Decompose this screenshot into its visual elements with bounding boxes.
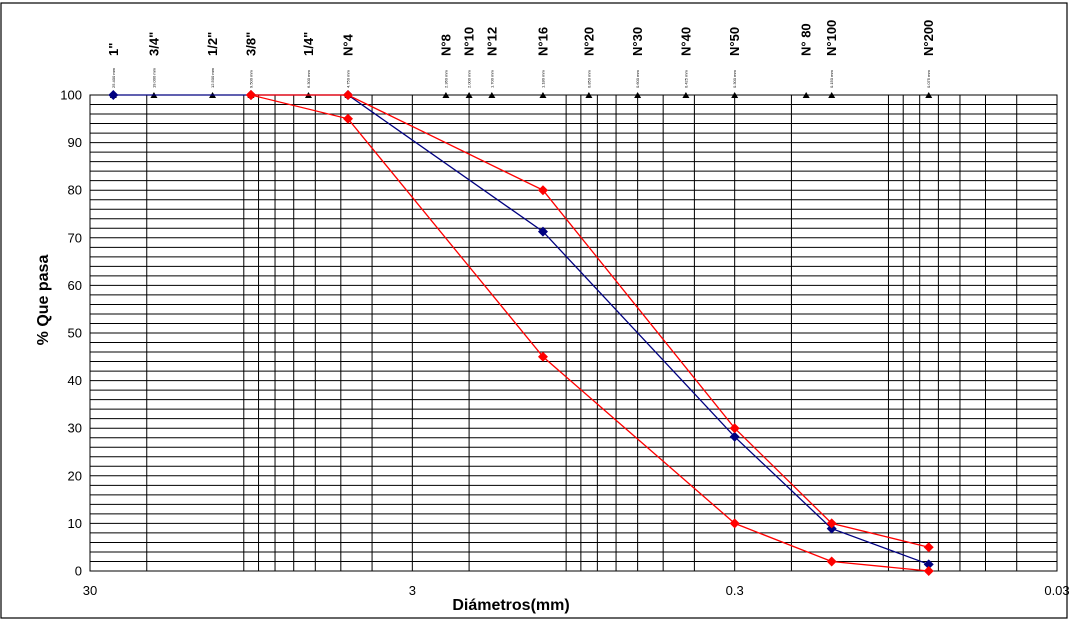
sieve-label: N°40: [678, 27, 693, 56]
sieve-label: N°8: [438, 34, 453, 56]
data-point: [923, 559, 934, 570]
sieve-size-label: 9.500 mm: [248, 70, 253, 88]
series-line: [250, 94, 929, 572]
sieve-label: N°30: [630, 27, 645, 56]
data-series: [108, 90, 934, 576]
sieve-label: 3/4": [146, 32, 161, 56]
y-tick-label: 0: [75, 564, 82, 579]
sieve-size-label: 2.360 mm: [443, 70, 448, 88]
plot-area: [89, 94, 1058, 572]
data-point: [826, 518, 837, 529]
x-tick-label: 0.3: [726, 583, 744, 598]
sieve-triangle-marker: [442, 92, 450, 98]
data-point: [826, 523, 837, 534]
data-point: [826, 556, 837, 567]
sieve-label: 1/4": [301, 32, 316, 56]
sieve-triangle-marker: [731, 92, 739, 98]
x-tick-label: 30: [83, 583, 97, 598]
sieve-label: N°12: [484, 27, 499, 56]
y-tick-label: 30: [68, 421, 82, 436]
sieve-size-label: 0.850 mm: [586, 70, 591, 88]
y-tick-label: 90: [68, 135, 82, 150]
sieve-triangle-marker: [488, 92, 496, 98]
y-tick-label: 40: [68, 373, 82, 388]
sieve-label: 1": [106, 43, 121, 56]
sieve-triangle-marker: [682, 92, 690, 98]
y-axis-title: % Que pasa: [35, 255, 52, 346]
sieve-size-label: 0.425 mm: [683, 70, 688, 88]
sieve-size-label: 12.500 mm: [210, 67, 215, 88]
data-point: [729, 423, 740, 434]
y-tick-label: 70: [68, 230, 82, 245]
sieve-label: N°200: [921, 20, 936, 56]
data-point: [923, 542, 934, 553]
sieve-triangle-marker: [925, 92, 933, 98]
sieve-triangle-marker: [539, 92, 547, 98]
sieve-label: N°4: [341, 33, 356, 56]
sieve-size-label: 2.000 mm: [467, 70, 472, 88]
y-tick-label: 10: [68, 516, 82, 531]
y-tick-label: 50: [68, 326, 82, 341]
sieve-size-label: 0.150 mm: [829, 70, 834, 88]
sieve-triangle-marker: [634, 92, 642, 98]
sieve-triangle-marker: [585, 92, 593, 98]
y-tick-label: 60: [68, 278, 82, 293]
sieve-label: N°50: [727, 27, 742, 56]
sieve-label: N°100: [824, 20, 839, 56]
data-point: [923, 566, 934, 576]
sieve-triangle-marker: [802, 92, 810, 98]
y-tick-label: 100: [60, 88, 82, 103]
sieve-size-label: 1.180 mm: [540, 70, 545, 88]
sieve-size-label: 6.300 mm: [306, 70, 311, 88]
sieve-size-label: 0.600 mm: [635, 70, 640, 88]
data-point: [245, 90, 256, 100]
y-tick-label: 20: [68, 468, 82, 483]
x-tick-label: 3: [409, 583, 416, 598]
data-point: [108, 90, 119, 100]
data-point: [343, 90, 354, 100]
sieve-triangle-marker: [828, 92, 836, 98]
sieve-label: 3/8": [243, 32, 258, 56]
sieve-size-label: 4.750 mm: [346, 70, 351, 88]
sieve-triangle-marker: [465, 92, 473, 98]
series-line: [251, 94, 929, 548]
data-point: [729, 518, 740, 529]
data-point: [343, 113, 354, 124]
sieve-size-label: 0.075 mm: [926, 70, 931, 88]
x-axis-title: Diámetros(mm): [452, 597, 569, 614]
sieve-label: 1/2": [205, 32, 220, 56]
data-point: [729, 431, 740, 442]
data-point: [537, 185, 548, 196]
sieve-label: N°10: [462, 27, 477, 56]
sieve-size-label: 1.700 mm: [489, 70, 494, 88]
sieve-label: N°20: [581, 27, 596, 56]
x-tick-label: 0.03: [1044, 583, 1069, 598]
y-axis-ticks: 0 10 20 30 40 50 60 70 80 90 100: [60, 88, 82, 579]
sieve-size-label: 25.400 mm: [111, 67, 116, 88]
sieve-label: N° 80: [799, 23, 814, 56]
sieve-markers: 1" 25.400 mm 3/4" 19.000 mm 1/2" 12.500 mm 3/8…: [106, 20, 936, 98]
sieve-size-label: 0.300 mm: [732, 70, 737, 88]
data-point: [537, 351, 548, 362]
y-tick-label: 80: [68, 183, 82, 198]
x-axis-ticks: 30 3 0.3 0.03: [83, 583, 1069, 598]
sieve-size-label: 19.000 mm: [151, 67, 156, 88]
data-point: [537, 226, 548, 237]
sieve-label: N°16: [535, 27, 550, 56]
